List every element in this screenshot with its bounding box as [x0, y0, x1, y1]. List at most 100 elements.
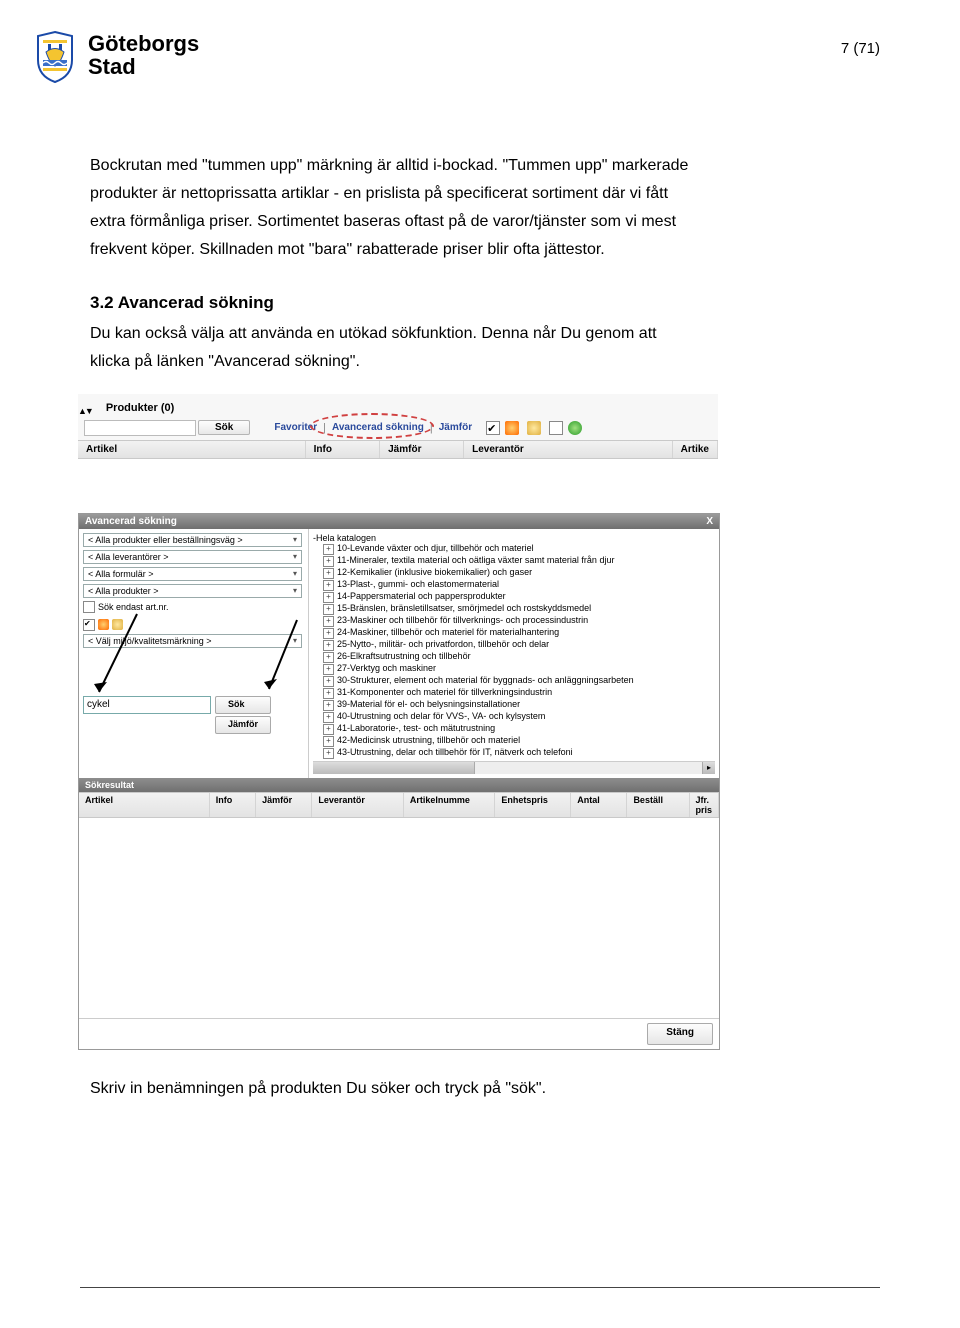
page-number: 7 (71) — [841, 40, 880, 57]
col-artike[interactable]: Artike — [673, 441, 718, 458]
result-columns: Artikel Info Jämför Leverantör Artikelnu… — [79, 792, 719, 818]
dd-formular[interactable]: < Alla formulär >▾ — [83, 567, 302, 581]
tree-node[interactable]: +14-Pappersmaterial och pappersprodukter — [313, 591, 715, 603]
cb-sok-endast-artnr[interactable]: Sök endast art.nr. — [83, 601, 302, 613]
tree-node[interactable]: +10-Levande växter och djur, tillbehör o… — [313, 543, 715, 555]
heading-3-2: 3.2 Avancerad sökning — [90, 290, 870, 316]
close-icon[interactable]: X — [706, 516, 713, 527]
jamfor-link[interactable]: Jämför — [435, 422, 476, 433]
chevron-down-icon: ▾ — [293, 586, 297, 595]
tree-node[interactable]: +26-Elkraftsutrustning och tillbehör — [313, 651, 715, 663]
tree-node-label: 15-Bränslen, bränsletillsatser, smörjmed… — [337, 603, 591, 613]
expand-icon[interactable]: + — [323, 616, 334, 627]
expand-icon[interactable]: + — [323, 700, 334, 711]
favoriter-link[interactable]: Favoriter — [270, 422, 321, 433]
expand-icon[interactable]: + — [323, 664, 334, 675]
expand-icon[interactable]: + — [323, 580, 334, 591]
rcol-artikel[interactable]: Artikel — [79, 793, 210, 817]
expand-icon[interactable]: + — [323, 748, 334, 759]
chevron-down-icon: ▾ — [293, 569, 297, 578]
sok-button[interactable]: Sök — [198, 420, 250, 435]
checkbox-icon — [83, 601, 95, 613]
flame-checkbox[interactable]: ✔ — [486, 421, 500, 435]
sok-button[interactable]: Sök — [215, 696, 271, 714]
jamfor-button[interactable]: Jämför — [215, 716, 271, 734]
col-leverantor[interactable]: Leverantör — [464, 441, 673, 458]
expand-icon[interactable]: + — [323, 724, 334, 735]
expand-icon[interactable]: + — [323, 628, 334, 639]
category-tree: -Hela katalogen +10-Levande växter och d… — [309, 529, 719, 778]
dd-leverantorer[interactable]: < Alla leverantörer >▾ — [83, 550, 302, 564]
city-logo-icon — [30, 30, 80, 84]
expand-icon[interactable]: + — [323, 676, 334, 687]
tree-node[interactable]: +23-Maskiner och tillbehör för tillverkn… — [313, 615, 715, 627]
sort-icon: ▲▼ — [78, 406, 92, 416]
col-info[interactable]: Info — [306, 441, 380, 458]
tree-node[interactable]: +25-Nytto-, militär- och privatfordon, t… — [313, 639, 715, 651]
rcol-artikelnr[interactable]: Artikelnumme — [404, 793, 496, 817]
logo-text: Göteborgs Stad — [88, 32, 199, 78]
expand-icon[interactable]: + — [323, 736, 334, 747]
tree-node[interactable]: +43-Utrustning, delar och tillbehör för … — [313, 747, 715, 759]
tree-node[interactable]: +11-Mineraler, textila material och oätl… — [313, 555, 715, 567]
tree-node[interactable]: +41-Laboratorie-, test- och mätutrustnin… — [313, 723, 715, 735]
stang-button[interactable]: Stäng — [647, 1023, 713, 1045]
tree-node[interactable]: +12-Kemikalier (inklusive biokemikalier)… — [313, 567, 715, 579]
tree-node-label: 12-Kemikalier (inklusive biokemikalier) … — [337, 567, 532, 577]
expand-icon[interactable]: + — [323, 592, 334, 603]
page-footer-rule — [80, 1287, 880, 1288]
green-checkbox[interactable] — [549, 421, 563, 435]
expand-icon[interactable]: + — [323, 652, 334, 663]
horizontal-scrollbar[interactable]: ▸ — [313, 761, 715, 774]
tree-node[interactable]: +30-Strukturer, element och material för… — [313, 675, 715, 687]
search-input[interactable] — [83, 696, 211, 714]
expand-icon[interactable]: + — [323, 712, 334, 723]
rcol-enhetspris[interactable]: Enhetspris — [495, 793, 571, 817]
rcol-bestall[interactable]: Beställ — [627, 793, 689, 817]
modal-titlebar: Avancerad sökning X — [79, 514, 719, 529]
para2b: klicka på länken "Avancerad sökning". — [90, 350, 870, 374]
avancerad-sokning-link[interactable]: Avancerad sökning — [328, 422, 428, 433]
tree-node[interactable]: +15-Bränslen, bränsletillsatser, smörjme… — [313, 603, 715, 615]
rcol-leverantor[interactable]: Leverantör — [312, 793, 404, 817]
footer-instruction: Skriv in benämningen på produkten Du sök… — [90, 1080, 880, 1098]
flame-icon — [505, 421, 519, 435]
tree-root[interactable]: -Hela katalogen — [313, 533, 715, 543]
screenshot-products-bar: ▲▼ Produkter (0) Sök Favoriter | Avancer… — [78, 394, 718, 483]
dd-miljomarkning[interactable]: < Välj miljö/kvalitetsmärkning >▾ — [83, 634, 302, 648]
expand-icon[interactable]: + — [323, 604, 334, 615]
tree-node-label: 42-Medicinsk utrustning, tillbehör och m… — [337, 735, 520, 745]
expand-icon[interactable]: + — [323, 556, 334, 567]
expand-icon[interactable]: + — [323, 568, 334, 579]
tree-node[interactable]: +42-Medicinsk utrustning, tillbehör och … — [313, 735, 715, 747]
scroll-right-icon[interactable]: ▸ — [702, 762, 715, 774]
dd-bestallningsvag[interactable]: < Alla produkter eller beställningsväg >… — [83, 533, 302, 547]
tree-node-label: 13-Plast-, gummi- och elastomermaterial — [337, 579, 499, 589]
dd-produkter[interactable]: < Alla produkter >▾ — [83, 584, 302, 598]
search-box-empty[interactable] — [84, 420, 196, 436]
expand-icon[interactable]: + — [323, 640, 334, 651]
para1a: Bockrutan med "tummen upp" märkning är a… — [90, 154, 870, 178]
rcol-jfrpris[interactable]: Jfr. pris — [690, 793, 720, 817]
tree-node[interactable]: +40-Utrustning och delar för VVS-, VA- o… — [313, 711, 715, 723]
tree-node[interactable]: +27-Verktyg och maskiner — [313, 663, 715, 675]
rcol-jamfor[interactable]: Jämför — [256, 793, 312, 817]
products-tab[interactable]: Produkter (0) — [98, 400, 182, 416]
tree-node-label: 39-Material för el- och belysningsinstal… — [337, 699, 520, 709]
tree-node[interactable]: +13-Plast-, gummi- och elastomermaterial — [313, 579, 715, 591]
col-jamfor[interactable]: Jämför — [380, 441, 464, 458]
rcol-antal[interactable]: Antal — [571, 793, 627, 817]
rcol-info[interactable]: Info — [210, 793, 256, 817]
tree-node-label: 30-Strukturer, element och material för … — [337, 675, 634, 685]
tree-node[interactable]: +24-Maskiner, tillbehör och materiel för… — [313, 627, 715, 639]
products-tabrow: ▲▼ Produkter (0) — [78, 394, 718, 416]
expand-icon[interactable]: + — [323, 688, 334, 699]
logo-block: Göteborgs Stad — [30, 30, 199, 84]
products-column-header: Artikel Info Jämför Leverantör Artike — [78, 440, 718, 459]
col-artikel[interactable]: Artikel — [78, 441, 306, 458]
tree-node-label: 43-Utrustning, delar och tillbehör för I… — [337, 747, 573, 757]
expand-icon[interactable]: + — [323, 544, 334, 555]
cb-flame-row[interactable] — [83, 619, 302, 631]
tree-node[interactable]: +39-Material för el- och belysningsinsta… — [313, 699, 715, 711]
tree-node[interactable]: +31-Komponenter och materiel för tillver… — [313, 687, 715, 699]
